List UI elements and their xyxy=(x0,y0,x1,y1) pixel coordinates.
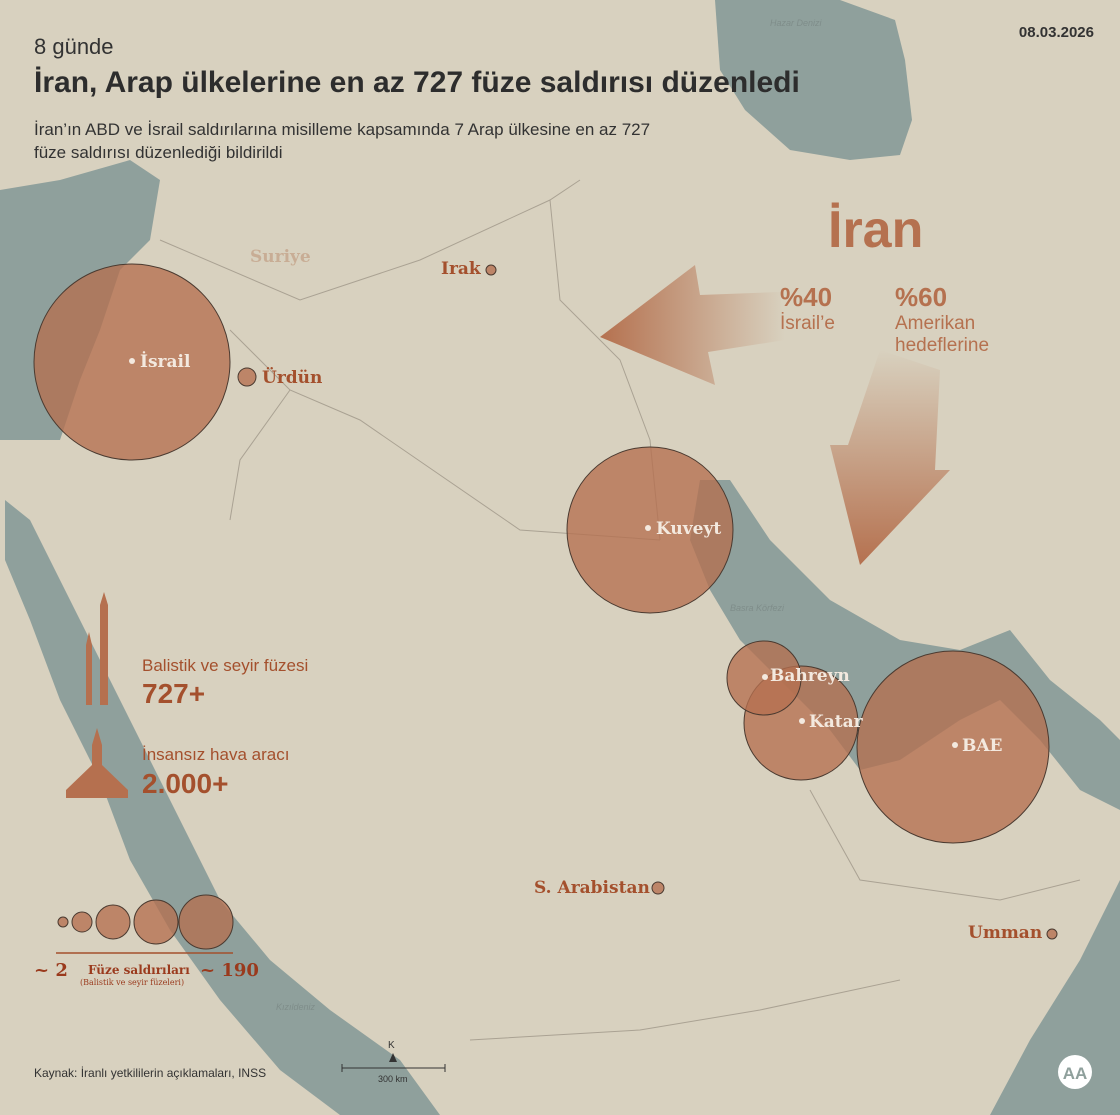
label-oman: Umman xyxy=(968,923,1043,943)
label-caspian: Hazar Denizi xyxy=(770,18,822,28)
us-percent: %60 xyxy=(895,282,948,312)
label-jordan: Ürdün xyxy=(262,368,323,388)
label-iraq: Irak xyxy=(441,259,481,279)
north-arrow-icon xyxy=(389,1053,397,1062)
us-percent-label-2: hedeflerine xyxy=(895,335,990,356)
missile-value: 727+ xyxy=(142,678,206,709)
subtitle: İran’ın ABD ve İsrail saldırılarına misi… xyxy=(34,120,651,162)
label-israel: İsrail xyxy=(140,352,191,372)
label-qatar: Katar xyxy=(809,712,863,732)
svg-text:AA: AA xyxy=(1063,1064,1088,1083)
us-percent-label-1: Amerikan xyxy=(895,313,976,334)
drone-value: 2.000+ xyxy=(142,768,229,799)
legend-min: ~ 2 xyxy=(34,960,68,981)
caspian-sea xyxy=(715,0,912,160)
legend-circle-3 xyxy=(95,904,131,940)
legend-title: Füze saldırıları xyxy=(88,963,190,977)
label-kuwait: Kuveyt xyxy=(656,519,722,539)
north-label: K xyxy=(388,1040,395,1051)
legend-circle-2 xyxy=(71,911,93,933)
legend-subtitle: (Balistik ve seyir füzeleri) xyxy=(80,978,185,987)
ballistic-missile-icon xyxy=(86,592,108,705)
legend-circle-4 xyxy=(133,899,179,945)
arabian-sea xyxy=(990,880,1120,1115)
drone-icon xyxy=(66,728,128,798)
date: 08.03.2026 xyxy=(1018,24,1094,41)
circle-saudi xyxy=(651,881,665,895)
label-gulf: Basra Körfezi xyxy=(730,603,785,613)
missile-label: Balistik ve seyir füzesi xyxy=(142,656,309,675)
red-sea xyxy=(5,500,440,1115)
circle-iraq xyxy=(485,264,497,276)
source: Kaynak: İranlı yetkililerin açıklamaları… xyxy=(34,1066,267,1080)
label-uae: BAE xyxy=(962,736,1003,756)
label-saudi: S. Arabistan xyxy=(534,878,650,898)
arrow-to-us-targets xyxy=(830,350,950,565)
scale-label: 300 km xyxy=(378,1074,408,1084)
drone-label: İnsansız hava aracı xyxy=(142,745,290,764)
kicker: 8 günde xyxy=(34,34,114,59)
legend-circle-5 xyxy=(178,894,234,950)
label-syria: Suriye xyxy=(250,247,311,267)
israel-percent: %40 xyxy=(780,282,833,312)
label-bahrain: Bahreyn xyxy=(770,666,850,686)
israel-percent-label: İsrail’e xyxy=(780,313,835,334)
legend-max: ~ 190 xyxy=(200,960,259,981)
persian-gulf xyxy=(690,480,1120,810)
circle-oman xyxy=(1046,928,1058,940)
iran-title: İran xyxy=(828,201,924,259)
aa-logo: AA xyxy=(1058,1055,1092,1089)
legend-circle-1 xyxy=(57,916,69,928)
arrows xyxy=(600,265,950,565)
page-title: İran, Arap ülkelerine en az 727 füze sal… xyxy=(34,66,800,99)
label-redsea: Kızıldeniz xyxy=(276,1002,316,1012)
arrow-to-israel xyxy=(600,265,785,385)
scale-bar xyxy=(341,1064,446,1072)
circle-jordan xyxy=(237,367,257,387)
